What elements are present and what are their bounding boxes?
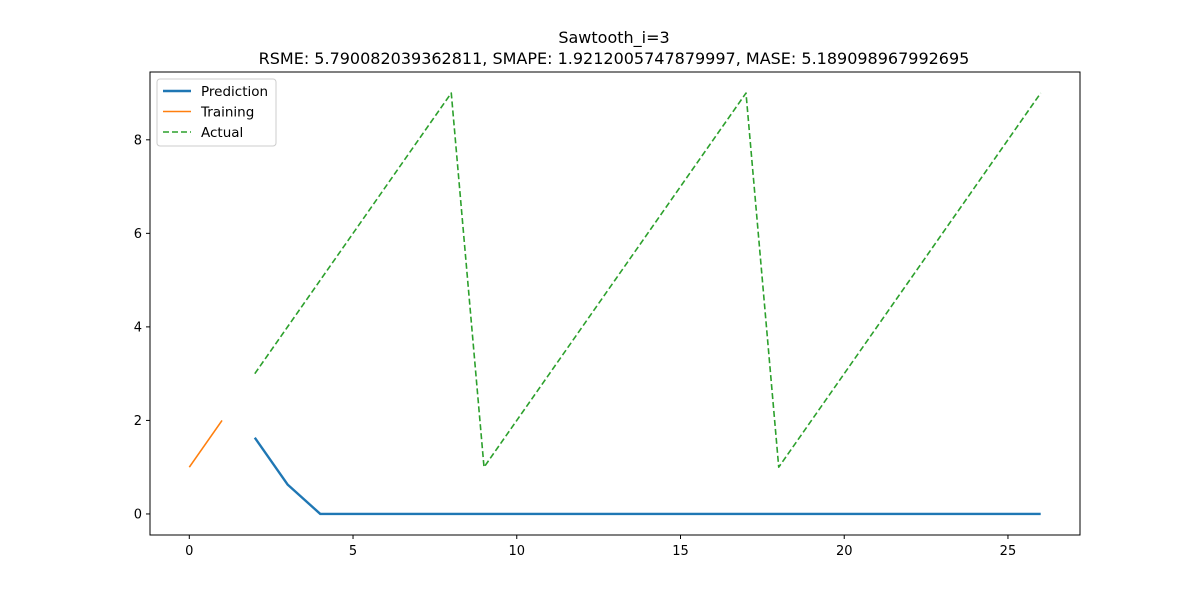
chart-title: Sawtooth_i=3 xyxy=(558,28,669,48)
legend-label-actual: Actual xyxy=(201,125,243,141)
plot-area: 0 5 10 15 20 25 0 2 4 6 8 Prediction Training Actual xyxy=(134,71,1081,559)
plot-frame xyxy=(149,71,1081,536)
legend-label-training: Training xyxy=(200,105,254,121)
y-tick-label: 0 xyxy=(134,507,142,522)
y-tick-label: 8 xyxy=(134,133,142,148)
x-tick-label: 10 xyxy=(508,544,525,559)
series-line-actual xyxy=(254,92,1042,468)
x-tick-label: 5 xyxy=(349,544,357,559)
legend-box xyxy=(156,78,277,147)
y-tick-label: 6 xyxy=(134,227,142,242)
chart-subtitle: RSME: 5.790082039362811, SMAPE: 1.921200… xyxy=(259,49,970,68)
y-tick-label: 2 xyxy=(134,414,142,429)
y-tick-label: 4 xyxy=(134,320,142,335)
legend-label-prediction: Prediction xyxy=(201,84,268,100)
x-tick-label: 15 xyxy=(672,544,689,559)
series-line-prediction xyxy=(253,437,1041,516)
x-tick-label: 0 xyxy=(185,544,193,559)
x-tick-label: 20 xyxy=(836,544,853,559)
series-line-training xyxy=(188,419,223,468)
x-tick-label: 25 xyxy=(1000,544,1017,559)
